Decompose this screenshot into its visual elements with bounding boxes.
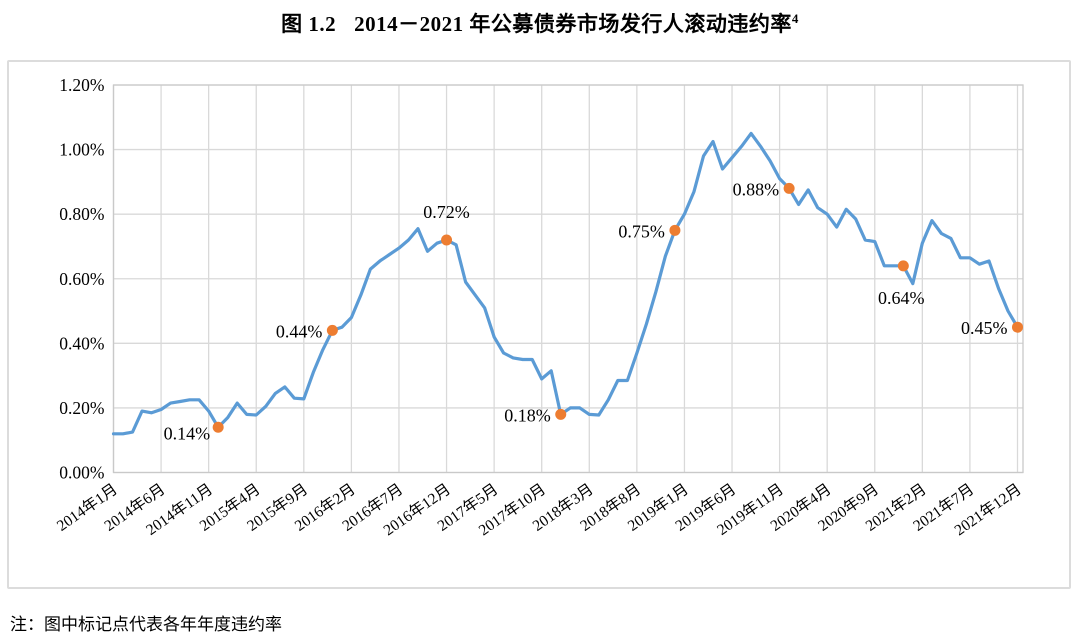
annual-rate-label: 0.64%: [878, 288, 925, 308]
plot-border: [112, 84, 1024, 474]
y-axis-label: 0.00%: [59, 463, 104, 483]
annual-rate-label: 0.75%: [618, 221, 665, 241]
y-axis-label: 0.20%: [59, 398, 104, 418]
annual-rate-label: 0.88%: [733, 179, 780, 199]
annual-rate-marker: [897, 260, 909, 272]
annual-rate-label: 0.18%: [504, 405, 551, 425]
chart-title-prefix: 图 1.2: [281, 12, 337, 36]
annual-rate-marker: [1012, 321, 1023, 333]
annual-rate-label: 0.72%: [423, 202, 470, 222]
default-rate-line: [111, 131, 1020, 436]
annual-rate-marker: [212, 421, 224, 433]
annual-rate-label: 0.44%: [276, 321, 323, 341]
chart-frame: 0.00% 0.20% 0.40% 0.60% 0.80% 1.00% 1.20% 2014年…: [7, 60, 1071, 589]
annual-rate-label: 0.45%: [961, 318, 1008, 338]
y-axis-label: 0.60%: [59, 269, 104, 289]
y-axis-label: 0.80%: [59, 204, 104, 224]
chart-note: 注：图中标记点代表各年年度违约率: [10, 615, 282, 634]
chart-title: 图 1.2 2014－2021 年公募债券市场发行人滚动违约率4: [0, 8, 1080, 38]
annual-rate-marker: [441, 234, 453, 246]
annual-rate-marker: [669, 224, 681, 236]
chart-title-main: 2014－2021 年公募债券市场发行人滚动违约率: [354, 12, 792, 36]
annual-rate-marker: [783, 182, 795, 194]
chart-title-footnote: 4: [791, 11, 799, 26]
y-axis-label: 1.00%: [59, 140, 104, 160]
y-axis-label: 1.20%: [59, 75, 104, 95]
annual-rate-marker: [555, 408, 567, 420]
y-axis-label: 0.40%: [59, 333, 104, 353]
annual-rate-label: 0.14%: [164, 423, 211, 443]
default-rate-line-chart: 0.00%0.20%0.40%0.60%0.80%1.00%1.20%2014年…: [53, 75, 1024, 539]
annual-rate-marker: [326, 324, 338, 336]
